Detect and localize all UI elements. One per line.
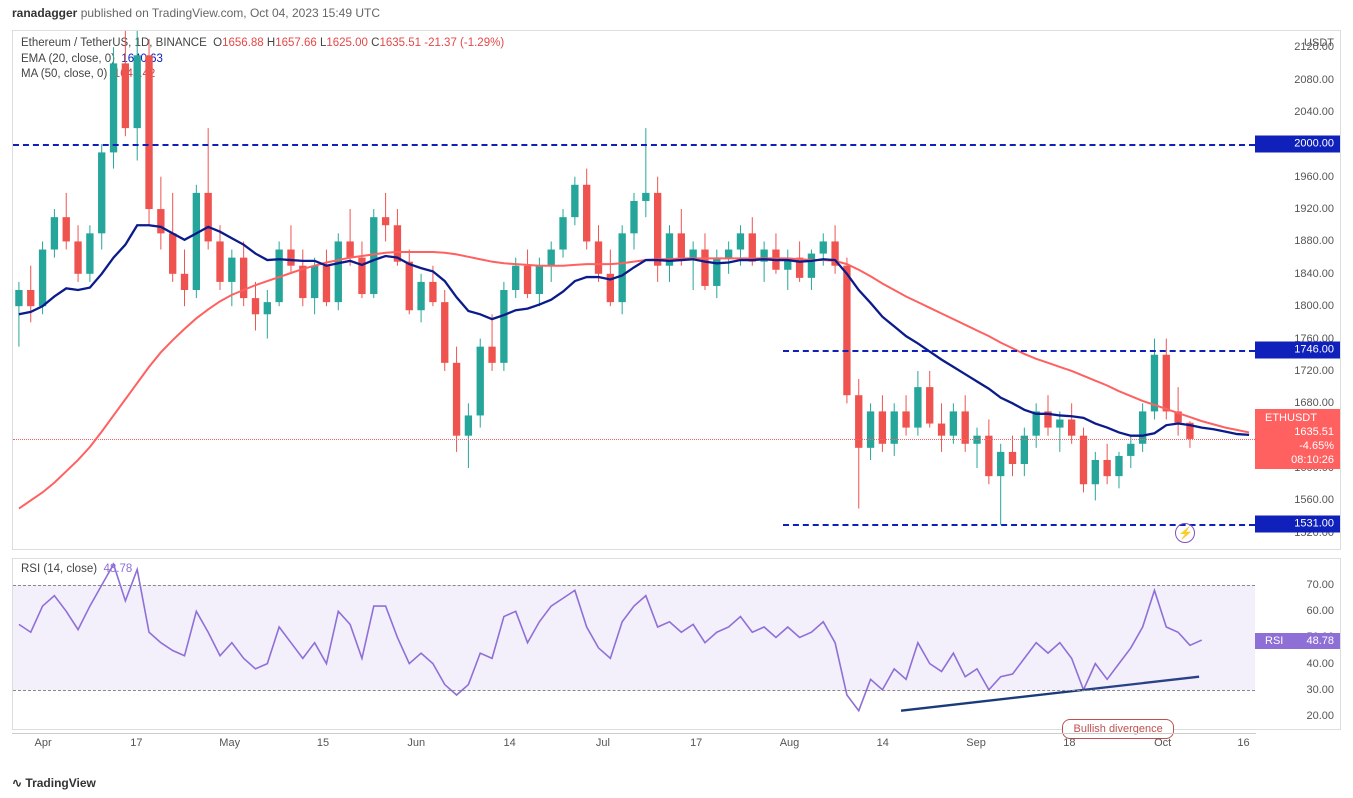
rsi-band-line (13, 690, 1255, 691)
price-tick: 2040.00 (1294, 106, 1334, 118)
price-tick: 1840.00 (1294, 268, 1334, 280)
site: TradingView.com (152, 6, 243, 20)
time-tick: May (219, 737, 240, 749)
rsi-chart-area[interactable]: RSI (14, close) 48.78 Bullish divergence (13, 559, 1255, 729)
time-tick: 15 (317, 737, 329, 749)
current-price-line (13, 439, 1255, 440)
time-tick: Aug (780, 737, 800, 749)
brand-footer: ∿ TradingView (12, 776, 96, 790)
time-tick: 14 (877, 737, 889, 749)
price-axis: USDT 2120.002080.002040.002000.001960.00… (1255, 31, 1340, 549)
publish-header: ranadagger published on TradingView.com,… (0, 0, 1353, 26)
level-tag: 1531.00 (1255, 515, 1340, 532)
price-chart-panel[interactable]: Ethereum / TetherUS, 1D, BINANCE O1656.8… (12, 30, 1341, 550)
price-chart-area[interactable]: Ethereum / TetherUS, 1D, BINANCE O1656.8… (13, 31, 1255, 549)
price-tick: 2080.00 (1294, 74, 1334, 86)
horizontal-level (13, 144, 1255, 146)
time-tick: 14 (503, 737, 515, 749)
price-tick: 1720.00 (1294, 365, 1334, 377)
time-tick: Sep (966, 737, 986, 749)
price-tick: 1800.00 (1294, 300, 1334, 312)
price-tick: 2120.00 (1294, 41, 1334, 53)
time-tick: Jul (596, 737, 610, 749)
price-tick: 1880.00 (1294, 235, 1334, 247)
time-tick: Apr (35, 737, 52, 749)
current-tag: ETHUSDT1635.51-4.65%08:10:26 (1255, 409, 1340, 469)
time-tick: 17 (690, 737, 702, 749)
time-tick: Jun (407, 737, 425, 749)
level-tag: 1746.00 (1255, 341, 1340, 358)
rsi-value-tag: RSI48.78 (1255, 633, 1340, 649)
rsi-band (13, 585, 1255, 690)
rsi-axis: 20.0030.0040.0050.0060.0070.00RSI48.78 (1255, 559, 1340, 729)
rsi-tick: 20.00 (1306, 710, 1334, 722)
publish-datetime: Oct 04, 2023 15:49 UTC (250, 6, 380, 20)
price-svg (13, 31, 1255, 549)
time-tick: 18 (1063, 737, 1075, 749)
rsi-tick: 40.00 (1306, 658, 1334, 670)
price-tick: 1680.00 (1294, 397, 1334, 409)
rsi-tick: 60.00 (1306, 605, 1334, 617)
horizontal-level (783, 350, 1255, 352)
rsi-tick: 70.00 (1306, 579, 1334, 591)
time-tick: 17 (130, 737, 142, 749)
time-tick: Oct (1154, 737, 1171, 749)
time-tick: 16 (1237, 737, 1249, 749)
level-tag: 2000.00 (1255, 136, 1340, 153)
rsi-panel[interactable]: RSI (14, close) 48.78 Bullish divergence… (12, 558, 1341, 730)
time-axis: Apr 17 May 15 Jun 14 Jul 17 Aug 14 Sep 18 Oct 16 (12, 733, 1256, 755)
rsi-band-line (13, 585, 1255, 586)
author: ranadagger (12, 6, 77, 20)
published-label: published on (81, 6, 149, 20)
rsi-tick: 30.00 (1306, 684, 1334, 696)
price-tick: 1560.00 (1294, 494, 1334, 506)
price-tick: 1960.00 (1294, 171, 1334, 183)
price-tick: 1920.00 (1294, 203, 1334, 215)
